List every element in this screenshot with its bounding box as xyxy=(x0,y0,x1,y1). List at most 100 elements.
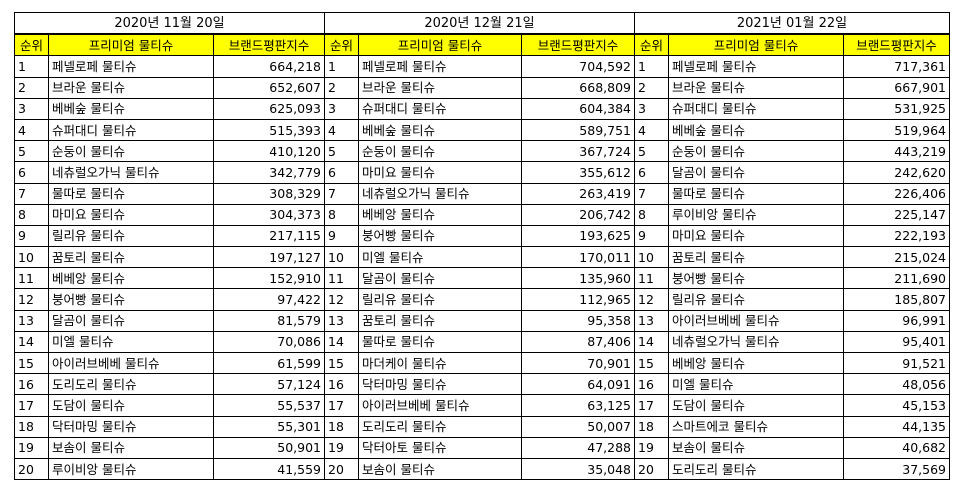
rank-cell: 18 xyxy=(324,415,359,438)
brand-name-cell: 아이러브베베 물티슈 xyxy=(48,351,214,375)
brand-name-cell: 미엘 물티슈 xyxy=(668,373,844,396)
rank-cell: 19 xyxy=(324,436,359,459)
rank-cell: 13 xyxy=(634,309,669,332)
rank-cell: 14 xyxy=(14,330,49,354)
date-label: 2021년 01월 22일 xyxy=(634,12,950,36)
table-row: 7 물따로 물티슈 308,329 xyxy=(14,182,325,205)
table-row: 12 릴리유 물티슈 185,807 xyxy=(634,288,950,311)
score-cell: 63,125 xyxy=(521,394,635,417)
table-row: 4 베베숲 물티슈 589,751 xyxy=(324,118,635,142)
rank-cell: 17 xyxy=(324,394,359,417)
rank-cell: 9 xyxy=(634,224,669,248)
rank-cell: 11 xyxy=(324,267,359,290)
ranking-tables: 2020년 11월 20일 순위 프리미엄 물티슈 브랜드평판지수 1 페넬로페 물티슈 6… xyxy=(14,12,950,481)
table-row: 3 베베숲 물티슈 625,093 xyxy=(14,97,325,120)
score-cell: 304,373 xyxy=(213,203,325,226)
score-cell: 242,620 xyxy=(843,161,950,184)
score-cell: 668,809 xyxy=(521,76,635,99)
brand-name-cell: 꿈토리 물티슈 xyxy=(668,246,844,269)
table-row: 17 아이러브베베 물티슈 63,125 xyxy=(324,394,635,417)
brand-name-cell: 아이러브베베 물티슈 xyxy=(358,394,522,417)
score-cell: 40,682 xyxy=(843,436,950,459)
table-row: 8 마미요 물티슈 304,373 xyxy=(14,203,325,226)
brand-name-cell: 붕어빵 물티슈 xyxy=(48,288,214,311)
header-name: 프리미엄 물티슈 xyxy=(668,33,844,57)
table-row: 13 꿈토리 물티슈 95,358 xyxy=(324,309,635,332)
brand-name-cell: 순둥이 물티슈 xyxy=(358,140,522,163)
rank-cell: 2 xyxy=(634,76,669,99)
table-row: 16 닥터마밍 물티슈 64,091 xyxy=(324,373,635,396)
ranking-table-3: 2021년 01월 22일 순위 프리미엄 물티슈 브랜드평판지수 1 페넬로페 물티슈 7… xyxy=(634,12,950,481)
rank-cell: 4 xyxy=(324,118,359,142)
header-rank: 순위 xyxy=(14,33,49,57)
score-cell: 604,384 xyxy=(521,97,635,120)
brand-name-cell: 페넬로페 물티슈 xyxy=(668,55,844,78)
score-cell: 217,115 xyxy=(213,224,325,248)
header-score: 브랜드평판지수 xyxy=(843,33,950,57)
brand-name-cell: 베베앙 물티슈 xyxy=(358,203,522,226)
table-row: 20 루이비앙 물티슈 41,559 xyxy=(14,457,325,481)
rank-cell: 1 xyxy=(634,55,669,78)
brand-name-cell: 보솜이 물티슈 xyxy=(48,436,214,459)
score-cell: 531,925 xyxy=(843,97,950,120)
score-cell: 96,991 xyxy=(843,309,950,332)
table-row: 6 마미요 물티슈 355,612 xyxy=(324,161,635,184)
brand-name-cell: 슈퍼대디 물티슈 xyxy=(48,118,214,142)
rank-cell: 9 xyxy=(324,224,359,248)
rank-cell: 16 xyxy=(14,373,49,396)
score-cell: 95,358 xyxy=(521,309,635,332)
rank-cell: 20 xyxy=(14,457,49,481)
rank-cell: 8 xyxy=(324,203,359,226)
score-cell: 81,579 xyxy=(213,309,325,332)
table-row: 10 꿈토리 물티슈 215,024 xyxy=(634,246,950,269)
date-row: 2020년 11월 20일 xyxy=(14,12,325,36)
brand-name-cell: 브라운 물티슈 xyxy=(48,76,214,99)
brand-name-cell: 붕어빵 물티슈 xyxy=(358,224,522,248)
table-row: 5 순둥이 물티슈 367,724 xyxy=(324,140,635,163)
rank-cell: 14 xyxy=(324,330,359,354)
ranking-table-2: 2020년 12월 21일 순위 프리미엄 물티슈 브랜드평판지수 1 페넬로페 물티슈 7… xyxy=(324,12,635,481)
brand-name-cell: 브라운 물티슈 xyxy=(358,76,522,99)
table-row: 5 순둥이 물티슈 410,120 xyxy=(14,140,325,163)
brand-name-cell: 브라운 물티슈 xyxy=(668,76,844,99)
rank-cell: 1 xyxy=(324,55,359,78)
table-row: 6 네츄럴오가닉 물티슈 342,779 xyxy=(14,161,325,184)
rank-cell: 16 xyxy=(634,373,669,396)
rank-cell: 7 xyxy=(14,182,49,205)
score-cell: 342,779 xyxy=(213,161,325,184)
brand-name-cell: 베베앙 물티슈 xyxy=(668,351,844,375)
score-cell: 664,218 xyxy=(213,55,325,78)
score-cell: 222,193 xyxy=(843,224,950,248)
rank-cell: 3 xyxy=(634,97,669,120)
score-cell: 97,422 xyxy=(213,288,325,311)
rank-cell: 18 xyxy=(634,415,669,438)
rank-cell: 18 xyxy=(14,415,49,438)
score-cell: 704,592 xyxy=(521,55,635,78)
rank-cell: 10 xyxy=(634,246,669,269)
rank-cell: 15 xyxy=(14,351,49,375)
rank-cell: 15 xyxy=(634,351,669,375)
brand-name-cell: 꿈토리 물티슈 xyxy=(48,246,214,269)
rank-cell: 3 xyxy=(324,97,359,120)
table-row: 3 슈퍼대디 물티슈 531,925 xyxy=(634,97,950,120)
score-cell: 95,401 xyxy=(843,330,950,354)
header-rank: 순위 xyxy=(324,33,359,57)
table-row: 11 붕어빵 물티슈 211,690 xyxy=(634,267,950,290)
rank-cell: 13 xyxy=(324,309,359,332)
table-row: 12 붕어빵 물티슈 97,422 xyxy=(14,288,325,311)
rank-cell: 16 xyxy=(324,373,359,396)
score-cell: 45,153 xyxy=(843,394,950,417)
table-row: 20 보솜이 물티슈 35,048 xyxy=(324,457,635,481)
header-row: 순위 프리미엄 물티슈 브랜드평판지수 xyxy=(324,33,635,57)
brand-name-cell: 베베숲 물티슈 xyxy=(668,118,844,142)
table-row: 1 페넬로페 물티슈 704,592 xyxy=(324,55,635,78)
brand-name-cell: 릴리유 물티슈 xyxy=(668,288,844,311)
table-row: 9 붕어빵 물티슈 193,625 xyxy=(324,224,635,248)
score-cell: 87,406 xyxy=(521,330,635,354)
brand-name-cell: 베베앙 물티슈 xyxy=(48,267,214,290)
score-cell: 625,093 xyxy=(213,97,325,120)
score-cell: 55,301 xyxy=(213,415,325,438)
table-row: 10 미엘 물티슈 170,011 xyxy=(324,246,635,269)
table-row: 5 순둥이 물티슈 443,219 xyxy=(634,140,950,163)
rank-cell: 8 xyxy=(14,203,49,226)
